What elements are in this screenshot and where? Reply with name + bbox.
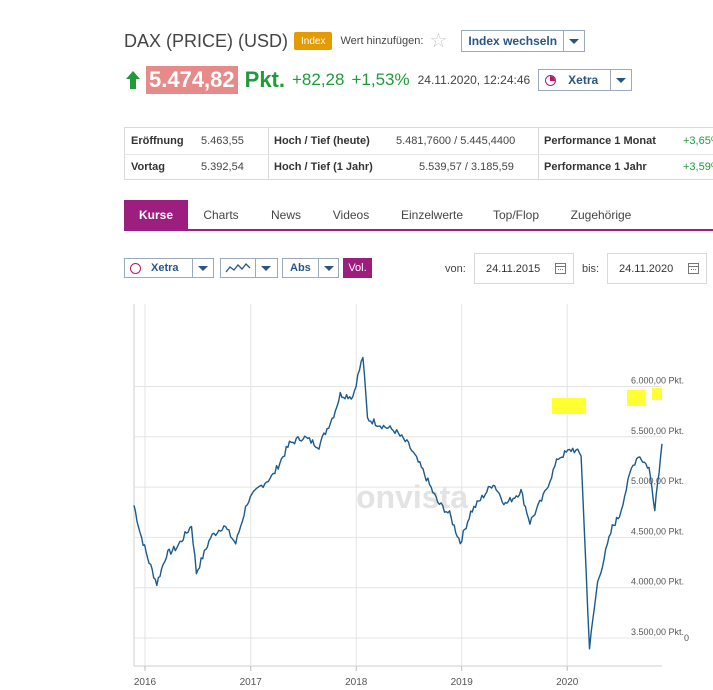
stat-value: +3,59% <box>683 161 713 173</box>
chevron-down-icon[interactable] <box>319 259 338 277</box>
exchange-label: Xetra <box>556 70 612 90</box>
x-tick-label: 2020 <box>556 677 579 688</box>
y-tick-label: 6.000,00 Pkt. <box>631 376 684 386</box>
current-price: 5.474,82 <box>146 66 238 94</box>
tab-videos[interactable]: Videos <box>332 207 370 222</box>
tab-bar: Kurse Charts News Videos Einzelwerte Top… <box>124 200 713 231</box>
y-tick-label: 5.500,00 Pkt. <box>631 426 684 436</box>
chevron-down-icon[interactable] <box>564 31 584 51</box>
stat-label: Hoch / Tief (1 Jahr) <box>274 161 373 173</box>
from-date-value: 24.11.2015 <box>486 262 541 275</box>
stat-label: Hoch / Tief (heute) <box>274 135 370 147</box>
volume-button[interactable]: Vol. <box>343 258 372 278</box>
stat-label: Performance 1 Jahr <box>544 161 647 173</box>
x-tick-label: 2019 <box>451 677 474 688</box>
highlight-mark <box>627 390 645 406</box>
price-series-line <box>133 356 663 650</box>
arrow-up-icon <box>124 71 142 89</box>
page-title: DAX (PRICE) (USD) <box>124 30 289 51</box>
chevron-down-icon[interactable] <box>611 70 631 90</box>
line-chart-icon <box>221 259 256 277</box>
change-absolute: +82,28 <box>292 70 345 89</box>
stat-label: Vortag <box>131 161 166 173</box>
stats-table: Eröffnung 5.463,55 Hoch / Tief (heute) 5… <box>124 127 713 180</box>
chart-exchange-select[interactable]: Xetra <box>124 258 214 278</box>
tab-zugehoerige[interactable]: Zugehörige <box>570 207 632 222</box>
stat-value: 5.392,54 <box>201 161 244 173</box>
watch-label: Wert hinzufügen: <box>340 35 424 47</box>
mode-label: Abs <box>283 259 319 277</box>
change-percent: +1,53% <box>351 70 410 89</box>
stat-label: Performance 1 Monat <box>544 135 656 147</box>
tab-news[interactable]: News <box>270 207 301 222</box>
chart-type-select[interactable] <box>220 258 278 278</box>
highlight-mark <box>552 398 586 414</box>
tab-einzelwerte[interactable]: Einzelwerte <box>400 207 464 222</box>
x-tick-label: 2016 <box>134 677 157 688</box>
to-label: bis: <box>582 263 600 275</box>
tab-charts[interactable]: Charts <box>203 207 239 222</box>
to-date-value: 24.11.2020 <box>619 262 674 275</box>
exchange-select[interactable]: Xetra <box>538 69 633 91</box>
index-badge: Index <box>294 32 333 50</box>
from-date-input[interactable]: 24.11.2015 <box>474 253 574 284</box>
divider <box>268 128 269 179</box>
chevron-down-icon[interactable] <box>193 259 213 277</box>
price-chart[interactable]: 6.000,00 Pkt.5.500,00 Pkt.5.000,00 Pkt.4… <box>0 300 713 690</box>
tab-top-flop[interactable]: Top/Flop <box>492 207 540 222</box>
calendar-icon[interactable] <box>688 263 699 274</box>
divider <box>125 154 713 155</box>
tab-kurse[interactable]: Kurse <box>124 200 188 229</box>
stat-value: 5.481,7600 / 5.445,4400 <box>396 135 516 147</box>
x-tick-label: 2017 <box>240 677 263 688</box>
stat-value: 5.539,57 / 3.185,59 <box>419 161 514 173</box>
zero-label: 0 <box>684 633 689 643</box>
header: DAX (PRICE) (USD) Index Wert hinzufügen:… <box>124 28 586 54</box>
y-tick-label: 4.000,00 Pkt. <box>631 577 684 587</box>
divider <box>538 128 539 179</box>
stat-value: +3,65% <box>683 135 713 147</box>
stat-label: Eröffnung <box>131 135 184 147</box>
onvista-watermark: onvista <box>356 479 468 515</box>
chevron-down-icon[interactable] <box>256 259 276 277</box>
y-tick-label: 3.500,00 Pkt. <box>631 627 684 637</box>
stat-value: 5.463,55 <box>201 135 244 147</box>
chart-exchange-label: Xetra <box>141 259 193 277</box>
exchange-clock-icon <box>130 262 141 274</box>
from-label: von: <box>445 263 466 275</box>
star-icon[interactable]: ☆ <box>429 30 448 52</box>
quote-timestamp: 24.11.2020, 12:24:46 <box>417 73 531 87</box>
x-tick-label: 2018 <box>345 677 368 688</box>
mode-select[interactable]: Abs <box>282 258 339 278</box>
quote-row: 5.474,82 Pkt. +82,28 +1,53% 24.11.2020, … <box>124 66 633 94</box>
exchange-clock-icon <box>545 74 557 86</box>
highlight-mark <box>652 388 662 400</box>
to-date-input[interactable]: 24.11.2020 <box>607 253 707 284</box>
price-unit: Pkt. <box>244 67 285 92</box>
y-tick-label: 4.500,00 Pkt. <box>631 526 684 536</box>
calendar-icon[interactable] <box>555 263 566 274</box>
index-switch-dropdown[interactable]: Index wechseln <box>461 30 586 52</box>
index-switch-label: Index wechseln <box>462 31 565 51</box>
